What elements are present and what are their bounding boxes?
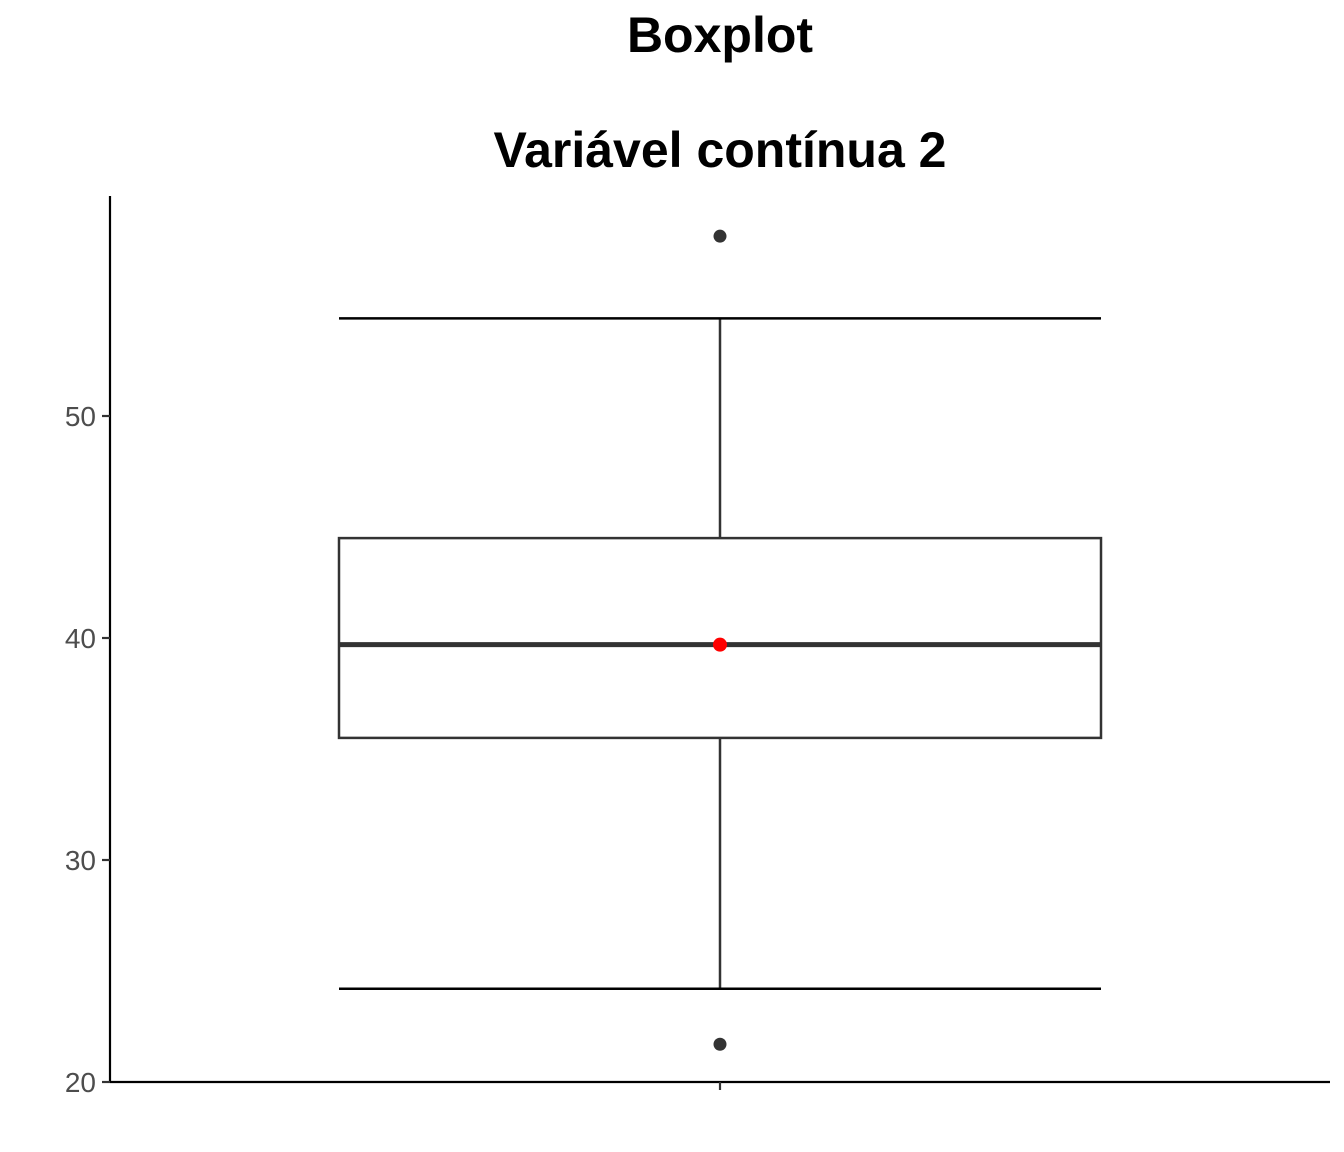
y-tick-label: 20 — [65, 1067, 96, 1098]
outlier-point — [713, 1037, 727, 1051]
chart-title: Boxplot — [626, 7, 814, 63]
chart-subtitle: Variável contínua 2 — [493, 122, 947, 178]
axes: 20 30 40 50 — [65, 196, 1330, 1098]
boxplot-marks — [337, 229, 1103, 1051]
y-tick-label: 50 — [65, 401, 96, 432]
mean-point — [713, 637, 727, 652]
outlier-point — [713, 229, 727, 243]
y-tick-label: 30 — [65, 845, 96, 876]
y-tick-label: 40 — [65, 623, 96, 654]
